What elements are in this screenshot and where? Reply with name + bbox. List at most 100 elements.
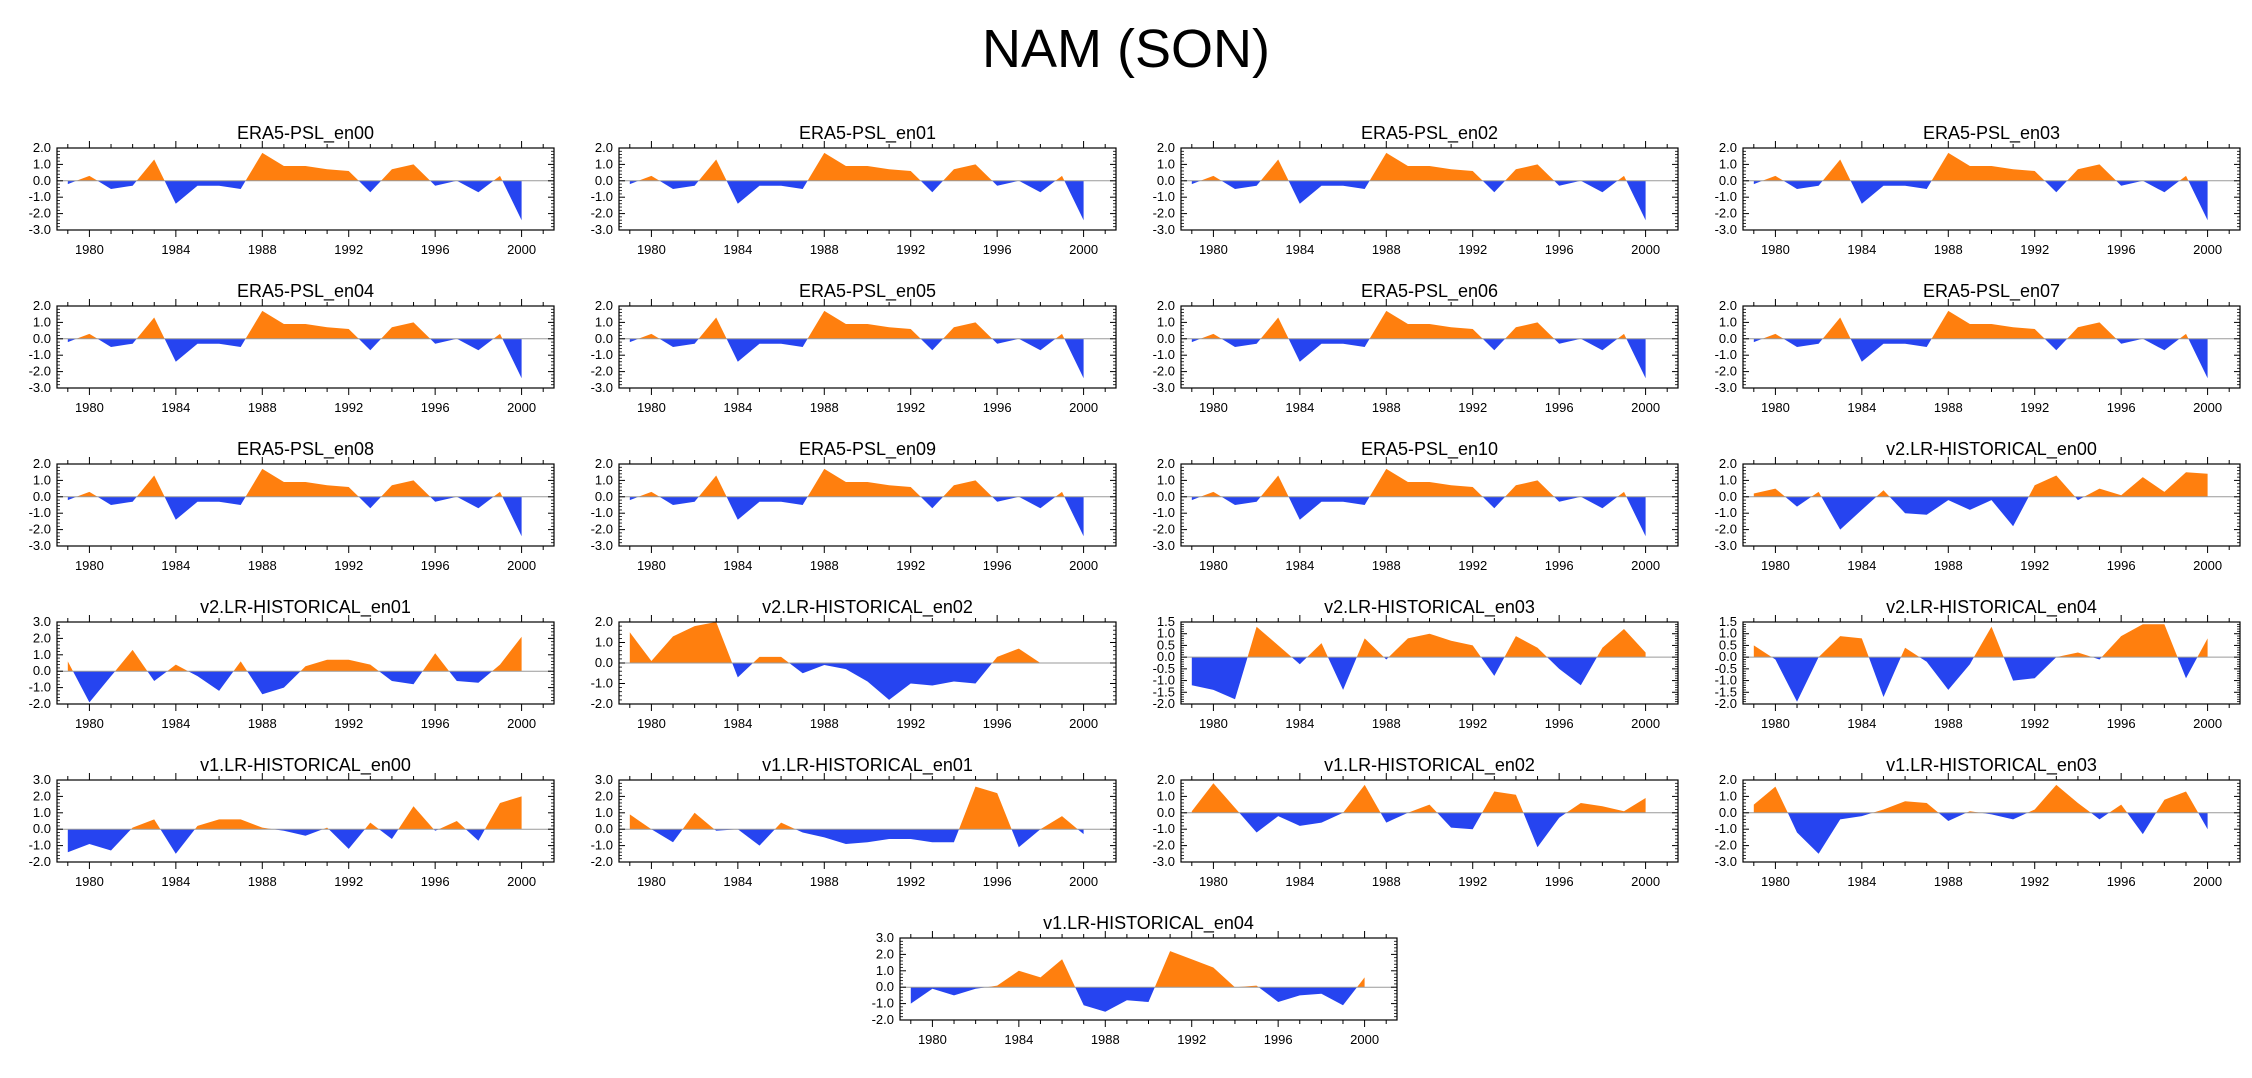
- x-tick-label: 2000: [2193, 874, 2222, 889]
- y-tick-label: -0.5: [1715, 661, 1737, 676]
- negative-area: [1753, 338, 1763, 343]
- y-tick-label: -2.0: [1153, 838, 1175, 853]
- y-tick-label: 3.0: [595, 772, 613, 787]
- y-tick-label: -3.0: [591, 538, 613, 553]
- negative-area: [1821, 496, 1877, 530]
- y-tick-label: 1.5: [1157, 614, 1175, 629]
- positive-area: [1762, 175, 1784, 181]
- x-tick-label: 1996: [1545, 242, 1574, 257]
- y-tick-label: 2.0: [1719, 298, 1737, 313]
- x-tick-label: 1996: [2107, 716, 2136, 731]
- panel-title: ERA5-PSL_en05: [799, 281, 936, 302]
- y-tick-label: -2.0: [1153, 522, 1175, 537]
- x-tick-label: 1980: [1199, 400, 1228, 415]
- positive-area: [245, 152, 359, 181]
- positive-area: [67, 661, 73, 672]
- x-tick-label: 2000: [507, 874, 536, 889]
- x-tick-label: 1984: [161, 242, 190, 257]
- y-tick-label: 1.0: [595, 635, 613, 650]
- y-tick-label: -3.0: [29, 222, 51, 237]
- x-tick-label: 1996: [1545, 400, 1574, 415]
- y-tick-label: 0.0: [1157, 331, 1175, 346]
- x-tick-label: 1984: [1847, 400, 1876, 415]
- x-tick-label: 1980: [1199, 874, 1228, 889]
- y-tick-label: -3.0: [1153, 854, 1175, 869]
- negative-area: [1191, 180, 1201, 185]
- x-tick-label: 1984: [723, 874, 752, 889]
- y-tick-label: 0.0: [1719, 489, 1737, 504]
- x-tick-label: 1984: [723, 242, 752, 257]
- panel-title: v2.LR-HISTORICAL_en01: [200, 597, 411, 618]
- negative-area: [1288, 338, 1370, 362]
- negative-area: [651, 829, 683, 843]
- x-tick-label: 1996: [983, 242, 1012, 257]
- y-tick-label: -2.0: [29, 854, 51, 869]
- panel-title: v2.LR-HISTORICAL_en02: [762, 597, 973, 618]
- negative-area: [1011, 829, 1041, 848]
- positive-area: [1369, 310, 1483, 339]
- y-tick-label: 0.0: [1719, 331, 1737, 346]
- negative-area: [358, 180, 382, 193]
- x-tick-label: 1980: [637, 400, 666, 415]
- positive-area: [1040, 816, 1078, 830]
- x-tick-label: 1980: [637, 874, 666, 889]
- y-tick-label: 1.0: [595, 156, 613, 171]
- positive-area: [1811, 491, 1822, 497]
- y-tick-label: 3.0: [876, 930, 894, 945]
- plot-frame: [1742, 463, 2241, 547]
- negative-area: [502, 180, 522, 221]
- y-tick-label: -1.0: [1153, 673, 1175, 688]
- x-tick-label: 1996: [421, 558, 450, 573]
- x-tick-label: 1984: [161, 400, 190, 415]
- y-tick-label: -2.0: [591, 206, 613, 221]
- y-tick-label: -1.0: [1715, 347, 1737, 362]
- positive-area: [438, 821, 466, 830]
- x-tick-label: 2000: [507, 558, 536, 573]
- negative-area: [1077, 829, 1084, 835]
- y-tick-label: -1.0: [872, 996, 894, 1011]
- negative-area: [1481, 657, 1505, 676]
- x-tick-label: 1992: [1458, 242, 1487, 257]
- y-tick-label: 0.5: [1157, 637, 1175, 652]
- plot-frame: [56, 779, 555, 863]
- positive-area: [629, 814, 652, 830]
- panel-title: v2.LR-HISTORICAL_en03: [1324, 597, 1535, 618]
- x-tick-label: 1988: [248, 874, 277, 889]
- negative-area: [795, 829, 959, 844]
- negative-area: [1327, 657, 1357, 690]
- negative-area: [992, 496, 1019, 502]
- positive-area: [1822, 159, 1851, 181]
- negative-area: [1482, 496, 1506, 509]
- negative-area: [2177, 657, 2198, 679]
- negative-area: [629, 496, 639, 501]
- y-tick-label: -3.0: [1153, 538, 1175, 553]
- positive-area: [943, 480, 993, 497]
- x-tick-label: 1980: [75, 242, 104, 257]
- y-tick-label: -2.0: [872, 1012, 894, 1027]
- positive-area: [1504, 636, 1548, 658]
- x-tick-label: 1988: [1091, 1032, 1120, 1047]
- positive-area: [638, 333, 660, 339]
- negative-area: [67, 496, 77, 501]
- positive-area: [1753, 488, 1786, 497]
- positive-area: [398, 806, 434, 830]
- positive-area: [1872, 801, 1939, 813]
- negative-area: [2188, 180, 2208, 221]
- y-tick-label: 1.0: [33, 472, 51, 487]
- y-tick-label: 0.0: [1157, 173, 1175, 188]
- x-tick-label: 1996: [421, 242, 450, 257]
- y-tick-label: 0.0: [595, 489, 613, 504]
- positive-area: [1876, 490, 1890, 497]
- y-tick-label: -2.0: [591, 364, 613, 379]
- negative-area: [1258, 987, 1357, 1006]
- x-tick-label: 1996: [983, 874, 1012, 889]
- panel-ERA5-PSL_en03: ERA5-PSL_en03 2.01.0 0.0-1.0 -2.0-3.0 1980 19…: [1715, 123, 2241, 257]
- x-tick-label: 1992: [896, 716, 925, 731]
- negative-area: [328, 829, 365, 849]
- negative-area: [67, 180, 77, 185]
- negative-area: [2075, 496, 2085, 501]
- positive-area: [1505, 480, 1555, 497]
- negative-area: [160, 829, 195, 854]
- positive-area: [1762, 333, 1784, 339]
- y-tick-label: 2.0: [1719, 140, 1737, 155]
